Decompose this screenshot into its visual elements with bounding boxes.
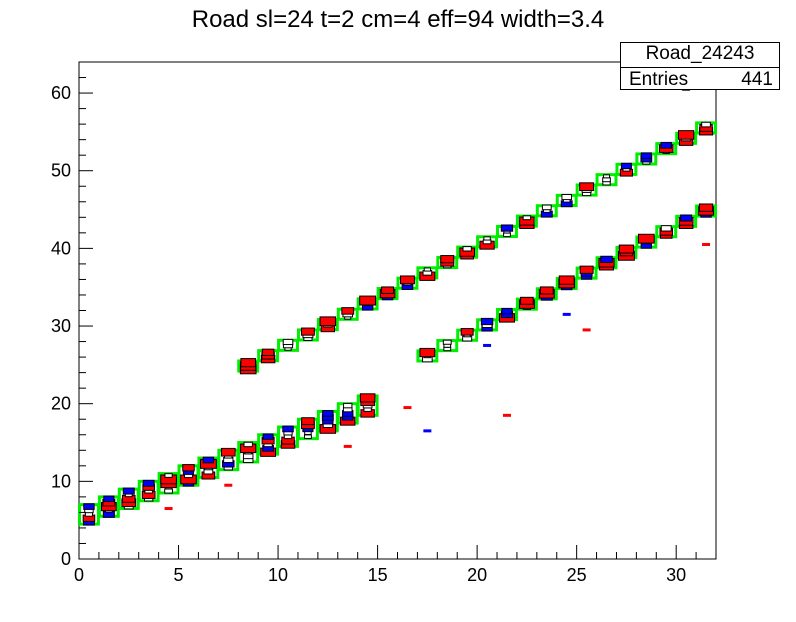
x-tick-label: 15 [368,565,388,585]
y-tick-label: 50 [51,161,71,181]
hit-box [240,358,257,368]
axes-layer: 0 5 10 15 20 25 30 0 10 20 30 40 50 60 [51,61,717,585]
hit-box [620,162,632,170]
hit-box [480,317,494,326]
hit-box [677,130,695,140]
hit-box [262,433,274,440]
hit-box [539,286,554,295]
x-tick-label: 20 [467,565,487,585]
hit-box [520,296,534,305]
roads-layer [78,121,717,526]
hit-box [83,503,95,510]
outlier-mark [562,312,571,316]
hit-box [501,307,513,315]
hit-box [618,244,635,254]
hit-box [640,152,652,159]
outlier-mark [702,242,711,246]
hit-box [603,174,611,179]
x-tick-label: 30 [666,565,686,585]
hit-box [300,327,315,336]
hit-box [483,236,491,241]
hit-box [343,402,353,409]
chart-title: Road sl=24 t=2 cm=4 eff=94 width=3.4 [191,6,605,33]
stats-box: Road_24243 Entries 441 [620,42,780,90]
hit-box [637,233,655,244]
y-tick-label: 10 [51,471,71,491]
y-tick-label: 60 [51,83,71,103]
hit-box [442,339,452,345]
y-tick-label: 40 [51,238,71,258]
hit-box [399,275,415,285]
hit-box [261,348,275,356]
hit-box [322,410,334,417]
hit-box [460,328,474,336]
hit-box [503,232,511,238]
hit-box [164,473,173,478]
y-tick-label: 20 [51,394,71,414]
outlier-mark [403,406,412,410]
hit-box [282,338,294,346]
stats-entries-value: 441 [741,69,773,90]
stats-entries-label: Entries [629,69,689,90]
outlier-mark [582,328,591,332]
outlier-mark [502,413,511,417]
hit-box [660,225,672,232]
hit-box [103,495,115,503]
hit-box [303,434,312,439]
hit-box [579,182,595,192]
hit-box [701,121,711,128]
hit-box [423,267,431,272]
outlier-mark [164,507,173,511]
hit-box [243,441,253,448]
hit-box [558,275,575,285]
hit-box [440,255,455,264]
hit-box [301,417,315,426]
hit-box [698,203,714,212]
stats-entries-row: Entries 441 [621,68,779,91]
hit-box [359,295,377,306]
outlier-mark [423,429,432,433]
hit-box [579,265,594,274]
y-tick-label: 30 [51,316,71,336]
hit-box [462,246,472,252]
hit-box [419,347,436,358]
hit-box [142,479,155,487]
hit-box [220,447,236,457]
hit-box [680,214,693,222]
outlier-mark [224,483,233,487]
hit-box [202,456,215,464]
hit-box [381,286,394,294]
hit-box [359,393,376,403]
x-tick-label: 10 [268,565,288,585]
outlier-mark [483,343,492,347]
hit-box [660,141,672,149]
hit-box [164,488,173,494]
cells-layer [82,72,714,526]
y-tick-label: 0 [61,549,71,569]
x-tick-label: 5 [174,565,184,585]
x-tick-label: 25 [567,565,587,585]
hit-box [319,316,337,327]
outlier-mark [343,444,352,448]
hit-box [341,307,355,315]
hit-box [182,464,195,472]
hit-box [122,487,135,495]
hit-box [500,224,514,232]
x-tick-label: 0 [74,565,84,585]
hit-box [561,193,572,201]
hit-box [541,204,552,211]
stats-name: Road_24243 [621,43,779,68]
hit-box [522,215,532,221]
hit-box [600,255,613,264]
hit-box [282,425,294,433]
